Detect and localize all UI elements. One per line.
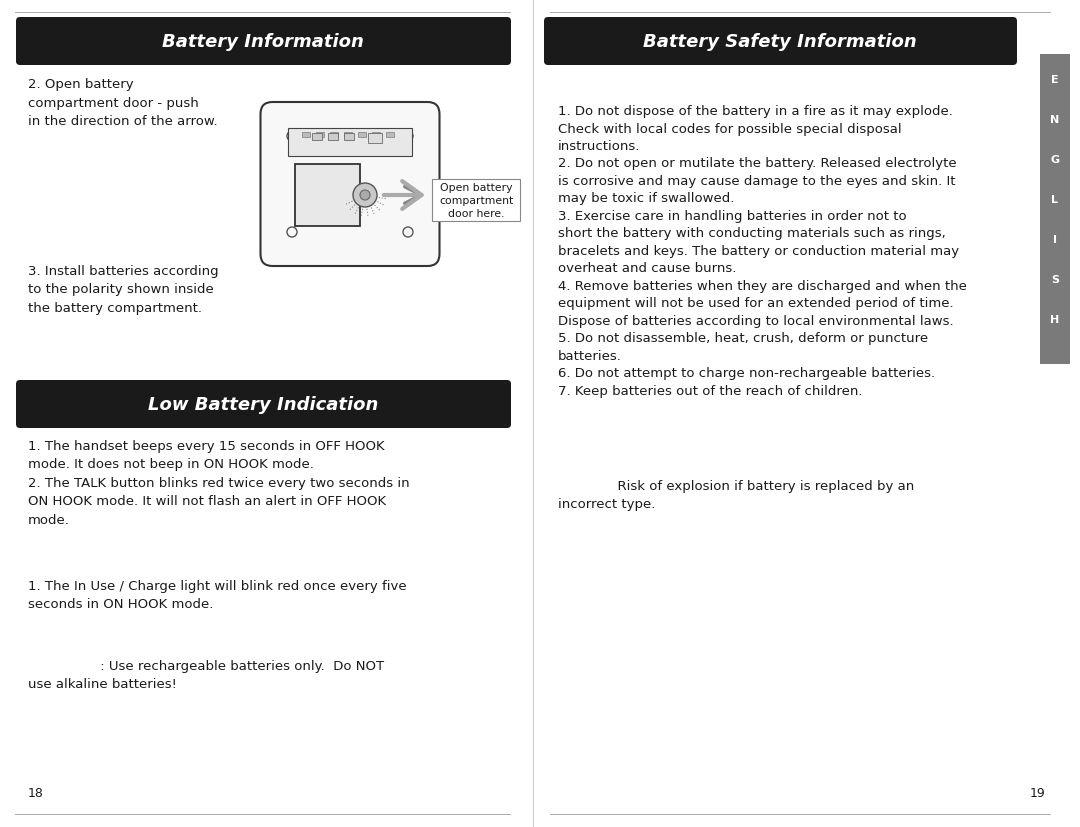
Text: bracelets and keys. The battery or conduction material may: bracelets and keys. The battery or condu… — [558, 245, 959, 258]
FancyBboxPatch shape — [260, 103, 440, 266]
Text: 3. Install batteries according
to the polarity shown inside
the battery compartm: 3. Install batteries according to the po… — [28, 265, 218, 314]
Text: G: G — [1051, 155, 1059, 165]
Text: Battery Safety Information: Battery Safety Information — [643, 33, 917, 51]
Bar — [386, 133, 394, 138]
Text: Battery Information: Battery Information — [162, 33, 364, 51]
Bar — [432, 179, 519, 222]
Bar — [302, 133, 310, 138]
Bar — [372, 133, 380, 138]
Text: N: N — [1051, 115, 1059, 125]
Text: 6. Do not attempt to charge non-rechargeable batteries.: 6. Do not attempt to charge non-recharge… — [558, 367, 935, 380]
Text: equipment will not be used for an extended period of time.: equipment will not be used for an extend… — [558, 297, 954, 310]
Text: L: L — [1052, 195, 1058, 205]
Text: H: H — [1051, 314, 1059, 325]
Text: short the battery with conducting materials such as rings,: short the battery with conducting materi… — [558, 227, 946, 240]
Bar — [368, 134, 382, 144]
FancyBboxPatch shape — [16, 18, 511, 66]
Text: 19: 19 — [1029, 786, 1045, 799]
Text: Open battery
compartment
door here.: Open battery compartment door here. — [438, 183, 513, 219]
Bar — [316, 133, 324, 138]
Text: 1. The In Use / Charge light will blink red once every five
seconds in ON HOOK m: 1. The In Use / Charge light will blink … — [28, 579, 407, 611]
Bar — [1040, 55, 1070, 365]
FancyArrowPatch shape — [383, 182, 421, 209]
Text: may be toxic if swallowed.: may be toxic if swallowed. — [558, 192, 734, 205]
Bar — [295, 165, 360, 227]
Text: Dispose of batteries according to local environmental laws.: Dispose of batteries according to local … — [558, 314, 954, 327]
Text: I: I — [1053, 235, 1057, 245]
Bar — [312, 134, 322, 141]
Text: 2. Open battery
compartment door - push
in the direction of the arrow.: 2. Open battery compartment door - push … — [28, 78, 218, 128]
Bar — [328, 134, 338, 141]
Text: Low Battery Indication: Low Battery Indication — [148, 395, 378, 414]
Text: 18: 18 — [28, 786, 44, 799]
FancyBboxPatch shape — [544, 18, 1017, 66]
Text: batteries.: batteries. — [558, 350, 622, 362]
Text: S: S — [1051, 275, 1059, 284]
Bar — [288, 129, 411, 157]
Text: instructions.: instructions. — [558, 140, 640, 153]
Text: 7. Keep batteries out of the reach of children.: 7. Keep batteries out of the reach of ch… — [558, 385, 863, 398]
Text: is corrosive and may cause damage to the eyes and skin. It: is corrosive and may cause damage to the… — [558, 174, 956, 188]
Text: overheat and cause burns.: overheat and cause burns. — [558, 262, 737, 275]
Text: Risk of explosion if battery is replaced by an
incorrect type.: Risk of explosion if battery is replaced… — [558, 480, 915, 511]
Circle shape — [353, 184, 377, 208]
Text: 2. Do not open or mutilate the battery. Released electrolyte: 2. Do not open or mutilate the battery. … — [558, 157, 957, 170]
Text: 1. The handset beeps every 15 seconds in OFF HOOK
mode. It does not beep in ON H: 1. The handset beeps every 15 seconds in… — [28, 439, 409, 526]
Text: 5. Do not disassemble, heat, crush, deform or puncture: 5. Do not disassemble, heat, crush, defo… — [558, 332, 928, 345]
Bar — [345, 134, 354, 141]
Text: Check with local codes for possible special disposal: Check with local codes for possible spec… — [558, 122, 902, 136]
FancyBboxPatch shape — [16, 380, 511, 428]
Bar — [345, 133, 352, 138]
Circle shape — [360, 191, 370, 201]
Bar — [357, 133, 366, 138]
Bar — [330, 133, 338, 138]
Text: 1. Do not dispose of the battery in a fire as it may explode.: 1. Do not dispose of the battery in a fi… — [558, 105, 953, 118]
Text: 4. Remove batteries when they are discharged and when the: 4. Remove batteries when they are discha… — [558, 280, 967, 293]
Text: 3. Exercise care in handling batteries in order not to: 3. Exercise care in handling batteries i… — [558, 210, 906, 222]
Text: : Use rechargeable batteries only.  Do NOT
use alkaline batteries!: : Use rechargeable batteries only. Do NO… — [28, 659, 384, 691]
Text: E: E — [1051, 75, 1058, 85]
